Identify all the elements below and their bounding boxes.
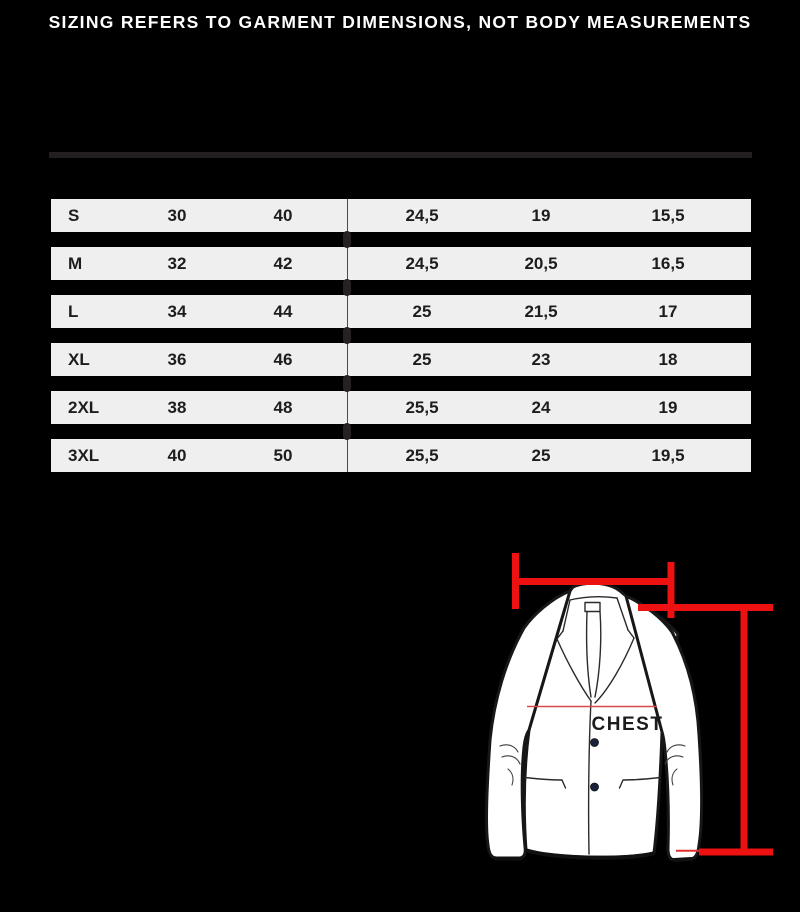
value-cell: 19,5 <box>651 446 685 465</box>
pocket-left <box>524 776 567 789</box>
value-cell: 38 <box>167 398 187 417</box>
jacket-left-sleeve <box>485 589 572 860</box>
notch-right <box>627 629 635 639</box>
value-cell: 32 <box>167 254 187 273</box>
value-cell: 36 <box>167 350 187 369</box>
value-cell: 25,5 <box>405 446 439 465</box>
wrinkle <box>664 755 684 765</box>
lapel-edge-left <box>556 638 592 702</box>
table-row-l: L 34 44 25 21,5 17 <box>51 295 751 328</box>
value-cell: 24,5 <box>405 206 439 225</box>
value-cell: 25 <box>412 350 432 369</box>
value-cell: 18 <box>658 350 678 369</box>
measure-lines <box>512 553 773 856</box>
value-cell: 21,5 <box>524 302 558 321</box>
collar-inner-edge <box>569 595 618 601</box>
divider-dot <box>342 231 351 248</box>
wrinkle <box>507 768 514 786</box>
value-cell: 50 <box>273 446 293 465</box>
notch-left <box>556 630 564 640</box>
size-cell: S <box>68 206 80 225</box>
table-row-xl: XL 36 46 25 23 18 <box>51 343 751 376</box>
lapel-roll-right <box>594 610 602 698</box>
jacket-button-bottom <box>590 782 599 792</box>
value-cell: 23 <box>531 350 551 369</box>
value-cell: 40 <box>273 206 293 225</box>
collar-right-stand <box>616 597 629 631</box>
value-cell: 15,5 <box>651 206 685 225</box>
value-cell: 25 <box>531 446 551 465</box>
table-row-s: S 30 40 24,5 19 15,5 <box>51 199 751 232</box>
value-cell: 25,5 <box>405 398 439 417</box>
jacket-button-top <box>590 738 599 747</box>
size-cell: 3XL <box>68 446 100 465</box>
value-cell: 48 <box>273 398 293 417</box>
jacket-details <box>524 595 661 855</box>
divider-dot <box>342 327 351 344</box>
lapel-edge-right <box>594 637 635 704</box>
value-cell: 20,5 <box>524 254 558 273</box>
collar-left-stand <box>562 599 571 632</box>
center-front-line <box>587 700 592 855</box>
hem-line <box>525 848 655 860</box>
value-cell: 19 <box>658 398 678 417</box>
size-cell: XL <box>68 350 90 369</box>
value-cell: 24,5 <box>405 254 439 273</box>
wrinkle <box>501 755 521 765</box>
value-cell: 34 <box>167 302 187 321</box>
sleeve-wrinkles <box>499 744 686 786</box>
table-row-m: M 32 42 24,5 20,5 16,5 <box>51 247 751 280</box>
divider-dot <box>342 279 351 296</box>
right-cuff-line <box>672 857 693 862</box>
divider-dot <box>342 375 351 392</box>
pocket-right <box>618 776 661 789</box>
wrinkle <box>666 744 686 753</box>
value-cell: 46 <box>273 350 293 369</box>
page-title: SIZING REFERS TO GARMENT DIMENSIONS, NOT… <box>48 12 752 32</box>
hem-shadow <box>494 848 693 862</box>
table-row-2xl: 2XL 38 48 25,5 24 19 <box>51 391 751 424</box>
value-cell: 24 <box>531 398 551 417</box>
lapel-roll-left <box>585 610 592 698</box>
value-cell: 44 <box>273 302 293 321</box>
size-table: S 30 40 24,5 19 15,5 M 32 42 24,5 20,5 1… <box>51 199 751 472</box>
value-cell: 42 <box>273 254 293 273</box>
value-cell: 25 <box>412 302 432 321</box>
size-cell: M <box>68 254 83 273</box>
table-header-bar <box>49 152 752 158</box>
value-cell: 19 <box>531 206 551 225</box>
value-cell: 16,5 <box>651 254 685 273</box>
value-cell: 17 <box>658 302 678 321</box>
neck-label <box>584 601 601 613</box>
value-cell: 30 <box>167 206 187 225</box>
size-cell: 2XL <box>68 398 100 417</box>
table-row-3xl: 3XL 40 50 25,5 25 19,5 <box>51 439 751 472</box>
value-cell: 40 <box>167 446 187 465</box>
wrinkle <box>671 768 678 786</box>
divider-dot <box>342 423 351 440</box>
size-cell: L <box>68 302 79 321</box>
chest-label: CHEST <box>592 714 664 735</box>
jacket-measurement-diagram: CHEST <box>485 553 773 862</box>
wrinkle <box>499 744 519 753</box>
